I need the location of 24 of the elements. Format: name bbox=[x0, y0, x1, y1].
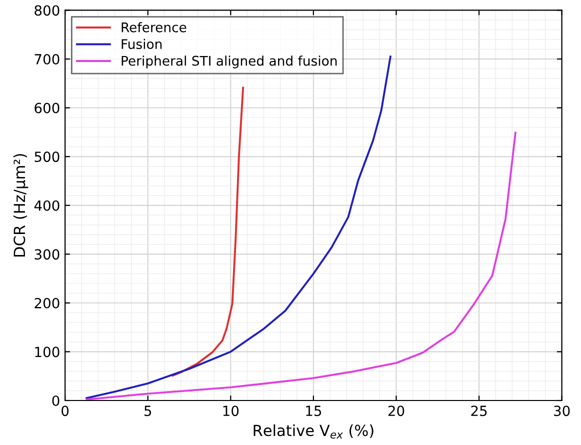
x-axis-title: Relative V$_{ex}$ (%) bbox=[254, 424, 374, 439]
x-tick-label: 20 bbox=[388, 406, 404, 416]
y-tick-label: 500 bbox=[34, 152, 60, 162]
y-tick-label: 100 bbox=[35, 346, 60, 358]
x-tick-label: 15 bbox=[306, 406, 322, 416]
x-tick-label: 30 bbox=[554, 406, 570, 416]
y-tick-label: 300 bbox=[34, 249, 60, 260]
y-tick-label: 600 bbox=[34, 102, 60, 114]
y-axis-title: DCR (Hz/μm²) bbox=[13, 154, 28, 256]
x-tick-label: 10 bbox=[223, 406, 239, 416]
y-tick-label: 400 bbox=[34, 200, 60, 211]
y-tick-label: 200 bbox=[34, 298, 60, 308]
legend-label: Reference bbox=[122, 22, 186, 32]
line-series bbox=[172, 86, 244, 377]
legend-label: Peripheral STI aligned and fusion bbox=[122, 56, 337, 68]
x-tick-label: 25 bbox=[471, 406, 487, 416]
line-series bbox=[86, 132, 516, 400]
legend-label: Fusion bbox=[122, 38, 162, 50]
line-series bbox=[86, 56, 392, 400]
y-tick-label: 800 bbox=[34, 5, 60, 16]
x-tick-label: 0 bbox=[62, 406, 69, 416]
y-tick-label: 700 bbox=[34, 54, 60, 64]
x-tick-label: 5 bbox=[144, 406, 152, 416]
y-tick-label: 0 bbox=[52, 395, 60, 406]
